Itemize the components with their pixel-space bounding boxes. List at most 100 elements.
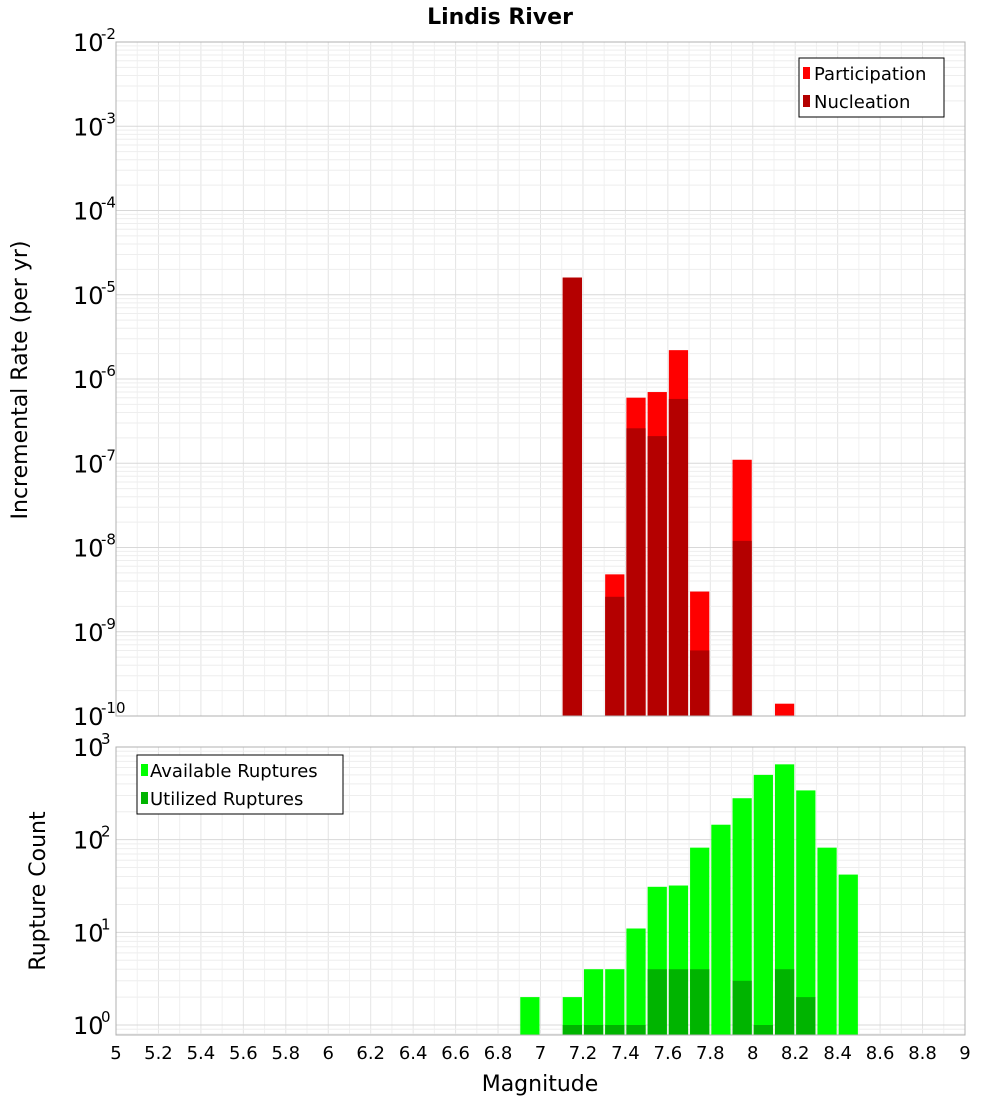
x-tick-label: 5.8 xyxy=(271,1043,300,1064)
x-tick-label: 8.6 xyxy=(866,1043,895,1064)
chart-title: Lindis River xyxy=(427,5,573,30)
bottom-y-tick-label: 10 xyxy=(73,734,104,762)
top-bar-s2 xyxy=(732,540,752,716)
top-bar-s2 xyxy=(605,596,625,716)
x-tick-label: 8.8 xyxy=(908,1043,937,1064)
legend-label-participation: Participation xyxy=(814,64,926,85)
bottom-y-tick-label: 10 xyxy=(73,1012,104,1040)
x-tick-label: 5 xyxy=(110,1043,121,1064)
bottom-bar-s1 xyxy=(605,969,625,1035)
top-y-tick-label: 10 xyxy=(73,198,104,226)
bottom-y-axis-label: Rupture Count xyxy=(26,811,51,971)
top-y-tick-exponent: -5 xyxy=(101,278,116,296)
x-tick-label: 7.4 xyxy=(611,1043,640,1064)
top-bars xyxy=(562,277,795,716)
bottom-y-tick-exponent: 3 xyxy=(101,730,111,748)
bottom-bar-s2 xyxy=(668,969,689,1035)
bottom-bar-s1 xyxy=(583,969,604,1035)
top-bar-s2 xyxy=(668,398,689,716)
top-y-tick-exponent: -3 xyxy=(101,109,116,127)
x-tick-label: 5.2 xyxy=(144,1043,173,1064)
top-y-tick-label: 10 xyxy=(73,450,104,478)
bottom-bar-s1 xyxy=(838,874,858,1035)
top-y-axis-label: Incremental Rate (per yr) xyxy=(8,241,33,520)
legend-label-nucleation: Nucleation xyxy=(814,92,910,113)
top-y-tick-exponent: -8 xyxy=(101,531,116,549)
x-tick-label: 7.2 xyxy=(569,1043,598,1064)
bottom-bars xyxy=(520,764,858,1035)
top-y-tick-label: 10 xyxy=(73,535,104,563)
bottom-bar-s2 xyxy=(732,980,752,1035)
x-tick-label: 7.6 xyxy=(654,1043,683,1064)
bottom-y-tick-label: 10 xyxy=(73,827,104,855)
bottom-bar-s2 xyxy=(753,1025,773,1035)
legend-swatch-available xyxy=(141,764,148,776)
bottom-bar-s1 xyxy=(817,847,837,1035)
x-tick-label: 5.6 xyxy=(229,1043,258,1064)
bottom-bar-s1 xyxy=(796,790,816,1035)
bottom-bar-s2 xyxy=(690,969,710,1035)
x-tick-label: 8 xyxy=(747,1043,758,1064)
top-y-tick-exponent: -10 xyxy=(101,699,126,717)
bottom-legend: Available Ruptures Utilized Ruptures xyxy=(136,754,344,815)
bottom-y-tick-exponent: 2 xyxy=(101,823,111,841)
top-y-tick-exponent: -7 xyxy=(101,446,116,464)
bottom-bar-s2 xyxy=(647,969,667,1035)
x-tick-label: 6.4 xyxy=(399,1043,428,1064)
legend-swatch-utilized xyxy=(141,792,148,804)
top-plot-border xyxy=(115,41,966,717)
top-panel: 10-210-310-410-510-610-710-810-910-10 In… xyxy=(8,25,966,731)
top-bar-s2 xyxy=(626,428,646,716)
bottom-bar-s1 xyxy=(732,798,752,1035)
bottom-plot-border xyxy=(115,746,966,1036)
bottom-bar-s2 xyxy=(796,997,816,1035)
x-tick-label: 6 xyxy=(323,1043,334,1064)
top-y-tick-label: 10 xyxy=(73,29,104,57)
bottom-bar-s1 xyxy=(520,997,540,1035)
x-tick-label: 8.4 xyxy=(823,1043,852,1064)
top-bar-s1 xyxy=(774,703,795,716)
top-y-tick-label: 10 xyxy=(73,366,104,394)
bottom-bar-s2 xyxy=(774,969,795,1035)
bottom-legend-box xyxy=(136,754,344,815)
x-tick-label: 6.2 xyxy=(356,1043,385,1064)
x-tick-label: 6.8 xyxy=(484,1043,513,1064)
x-tick-label: 5.4 xyxy=(187,1043,216,1064)
legend-label-available: Available Ruptures xyxy=(150,761,318,782)
top-legend: Participation Nucleation xyxy=(798,57,945,118)
x-tick-labels: 5 5.2 5.4 5.6 5.8 6 6.2 6.4 6.6 6.8 7 7.2 7.4 7.6 7.8 8… xyxy=(110,1043,970,1064)
top-legend-box xyxy=(798,57,945,118)
top-y-tick-label: 10 xyxy=(73,619,104,647)
top-y-tick-label: 10 xyxy=(73,282,104,310)
top-y-tick-label: 10 xyxy=(73,703,104,731)
legend-label-utilized: Utilized Ruptures xyxy=(150,789,303,810)
x-tick-label: 7.8 xyxy=(696,1043,725,1064)
top-bar-s2 xyxy=(562,277,582,716)
x-tick-label: 6.6 xyxy=(441,1043,470,1064)
top-y-tick-label: 10 xyxy=(73,113,104,141)
top-bar-s2 xyxy=(647,436,667,716)
bottom-bar-s2 xyxy=(626,1025,646,1035)
top-y-ticks: 10-210-310-410-510-610-710-810-910-10 xyxy=(73,25,126,731)
top-y-tick-exponent: -6 xyxy=(101,362,116,380)
bottom-bar-s1 xyxy=(774,764,795,1035)
bottom-y-tick-label: 10 xyxy=(73,919,104,947)
x-tick-label: 9 xyxy=(959,1043,970,1064)
x-axis-label: Magnitude xyxy=(482,1072,599,1097)
legend-swatch-nucleation xyxy=(803,95,810,107)
bottom-y-tick-exponent: 1 xyxy=(101,915,111,933)
bottom-bar-s2 xyxy=(605,1025,625,1035)
top-y-tick-exponent: -9 xyxy=(101,615,116,633)
bottom-bar-s2 xyxy=(583,1025,604,1035)
bottom-bar-s2 xyxy=(562,1025,582,1035)
x-tick-label: 7 xyxy=(535,1043,546,1064)
top-y-tick-exponent: -4 xyxy=(101,194,116,212)
x-tick-label: 8.2 xyxy=(781,1043,810,1064)
top-gridlines xyxy=(115,42,966,717)
top-bar-s2 xyxy=(690,650,710,716)
bottom-bar-s1 xyxy=(753,774,773,1035)
bottom-bar-s1 xyxy=(626,928,646,1035)
